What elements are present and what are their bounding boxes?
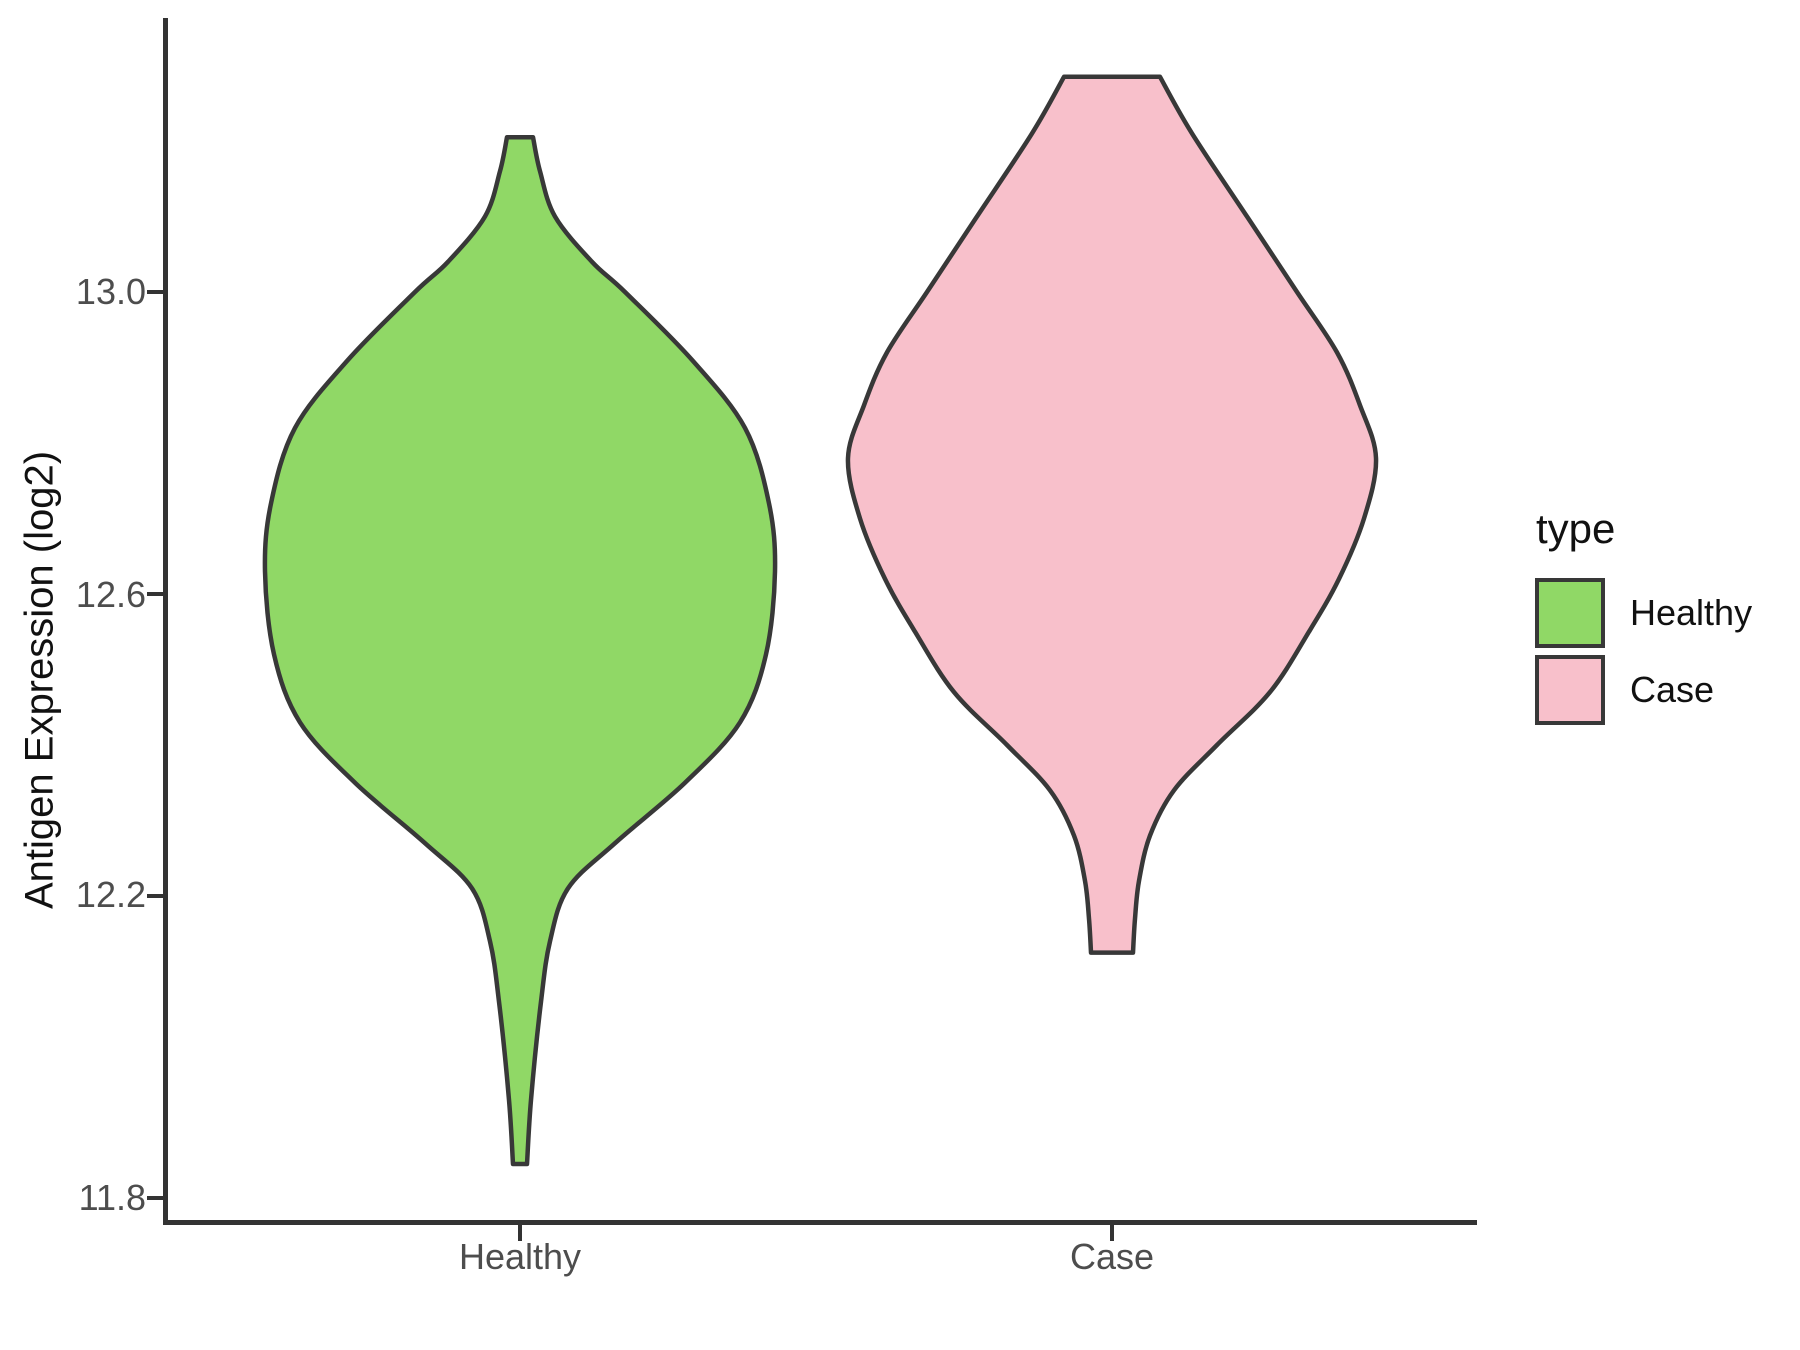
violin-case <box>845 74 1379 955</box>
y-axis-tick-label: 12.6 <box>75 574 146 615</box>
legend-swatch-healthy <box>1535 578 1605 648</box>
legend-label-case: Case <box>1630 669 1715 710</box>
x-axis-category-label: Case <box>1069 1236 1155 1277</box>
legend-swatch-case <box>1535 655 1605 725</box>
x-axis-category-label: Healthy <box>458 1236 582 1277</box>
violin-healthy <box>262 134 778 1167</box>
legend-title: type <box>1536 505 1616 552</box>
legend: type Healthy Case <box>1535 504 1752 732</box>
legend-label-healthy: Healthy <box>1630 592 1753 633</box>
y-axis-tick-label: 11.8 <box>78 1177 146 1218</box>
y-axis-tick-label: 13.0 <box>75 271 146 312</box>
y-axis-tick-label: 12.2 <box>75 874 146 915</box>
legend-entry-case: Case <box>1535 655 1752 725</box>
legend-entry-healthy: Healthy <box>1535 578 1752 648</box>
y-axis-title: Antigen Expression (log2) <box>17 450 62 910</box>
